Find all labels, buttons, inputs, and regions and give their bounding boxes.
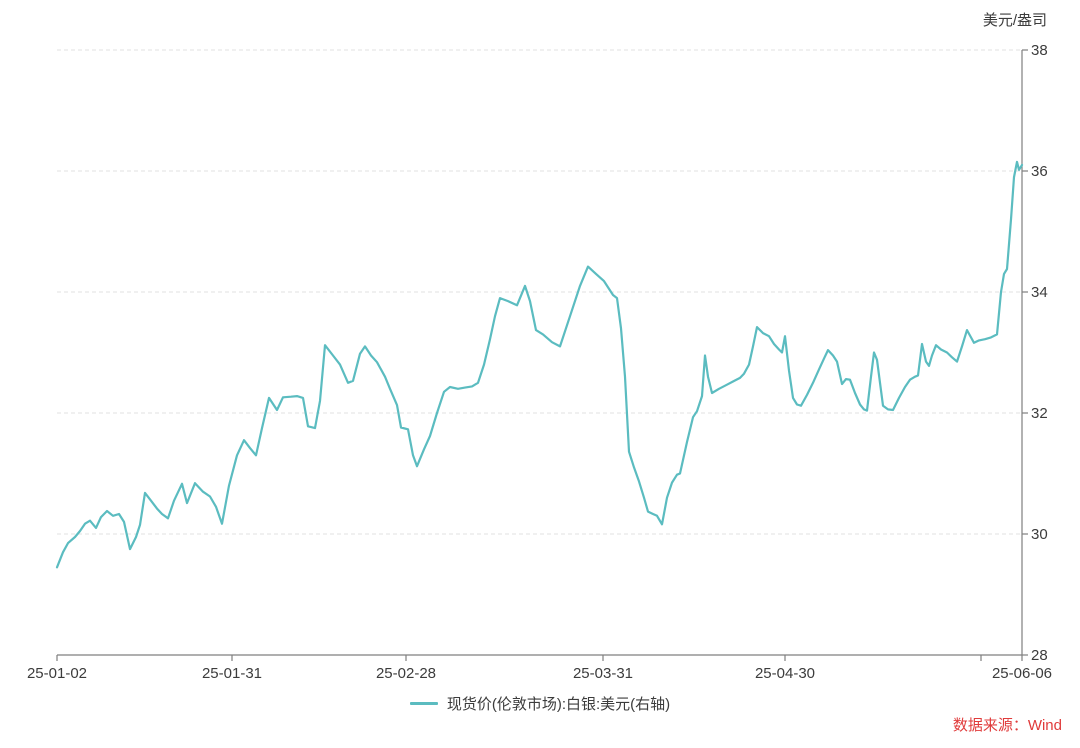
y-tick-label: 38: [1031, 42, 1048, 59]
chart-legend: 现货价(伦敦市场):白银:美元(右轴): [0, 693, 1080, 714]
y-tick-label: 32: [1031, 405, 1048, 422]
y-tick-label: 34: [1031, 284, 1048, 301]
x-tick-label: 25-06-06: [992, 665, 1052, 682]
x-tick-label: 25-01-02: [27, 665, 87, 682]
legend-series-label: 现货价(伦敦市场):白银:美元(右轴): [446, 696, 671, 713]
y-axis-unit-label: 美元/盎司: [982, 12, 1047, 29]
x-tick-label: 25-02-28: [376, 665, 436, 682]
y-tick-label: 36: [1031, 163, 1048, 180]
price-series-line: [55, 160, 1024, 569]
x-tick-label: 25-01-31: [202, 665, 262, 682]
y-tick-label: 30: [1031, 526, 1048, 543]
data-source-label: 数据来源：Wind: [952, 717, 1062, 734]
legend-line-swatch-icon: [409, 702, 438, 705]
x-tick-label: 25-04-30: [755, 665, 815, 682]
y-tick-label: 28: [1031, 647, 1048, 664]
x-tick-label: 25-03-31: [573, 665, 633, 682]
